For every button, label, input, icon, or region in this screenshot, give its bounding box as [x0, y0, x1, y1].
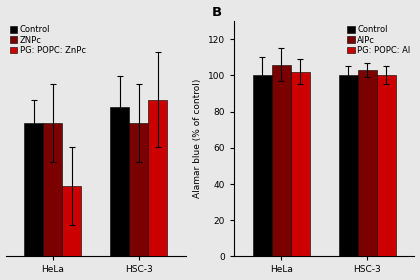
Bar [377, 75, 396, 256]
Bar [291, 72, 310, 256]
Bar [253, 75, 272, 256]
Bar [358, 70, 377, 256]
Bar [339, 75, 358, 256]
Legend: Control, AlPc, PG: POPC: Al: Control, AlPc, PG: POPC: Al [345, 24, 412, 57]
Bar [110, 108, 129, 280]
Bar [24, 123, 43, 280]
Bar [272, 65, 291, 256]
Bar [62, 186, 81, 280]
Y-axis label: Alamar blue (% of control): Alamar blue (% of control) [193, 79, 202, 199]
Bar [129, 123, 148, 280]
Text: B: B [212, 6, 222, 18]
Bar [148, 100, 167, 280]
Legend: Control, ZNPc, PG: POPC: ZnPc: Control, ZNPc, PG: POPC: ZnPc [8, 24, 87, 57]
Bar [43, 123, 62, 280]
